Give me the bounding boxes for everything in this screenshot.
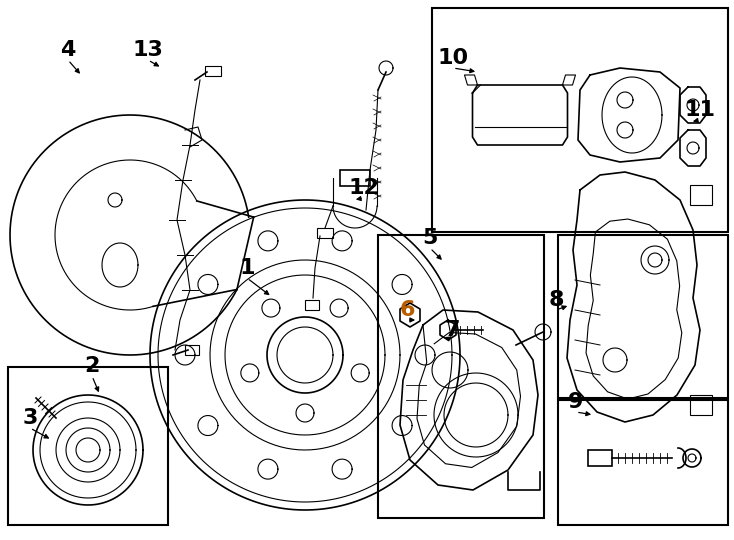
Bar: [690, 185, 712, 205]
Text: 6: 6: [399, 300, 415, 320]
Text: 10: 10: [437, 48, 468, 68]
Text: 8: 8: [548, 290, 564, 310]
Text: 5: 5: [422, 228, 437, 248]
Bar: [588, 450, 612, 466]
Bar: [317, 228, 333, 238]
Bar: [8, 367, 168, 525]
Text: 11: 11: [685, 100, 716, 120]
Text: 1: 1: [239, 258, 255, 278]
Bar: [305, 300, 319, 310]
Text: 3: 3: [22, 408, 37, 428]
Text: 7: 7: [444, 320, 459, 340]
Bar: [432, 8, 728, 232]
Bar: [205, 66, 221, 76]
Bar: [558, 235, 728, 398]
Text: 12: 12: [349, 178, 379, 198]
Text: 13: 13: [133, 40, 164, 60]
Bar: [340, 170, 370, 186]
Text: 2: 2: [84, 356, 100, 376]
Bar: [558, 400, 728, 525]
Bar: [690, 395, 712, 415]
Text: 9: 9: [568, 392, 584, 412]
Text: 4: 4: [60, 40, 76, 60]
Bar: [185, 345, 199, 355]
Bar: [378, 235, 544, 518]
